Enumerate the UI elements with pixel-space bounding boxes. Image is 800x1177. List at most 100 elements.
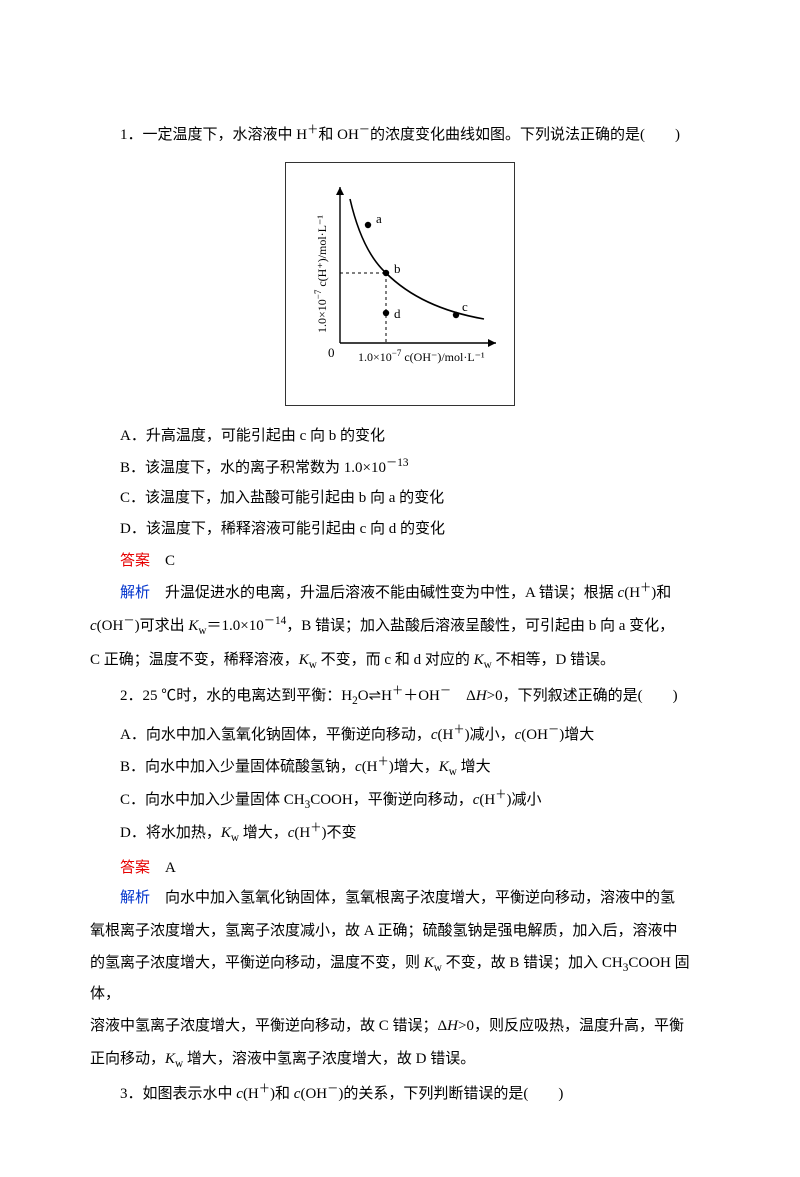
text: 溶液中氢离子浓度增大，平衡逆向移动，故 C 错误；Δ	[90, 1018, 447, 1034]
q3-stem: 3．如图表示水中 c(H＋)和 c(OH－)的关系，下列判断错误的是( )	[90, 1079, 710, 1109]
text: c	[236, 1086, 243, 1102]
q2-optC: C．向水中加入少量固体 CH3COOH，平衡逆向移动，c(H＋)减小	[90, 785, 710, 816]
sup: ＋	[392, 685, 403, 697]
text: C．向水中加入少量固体 CH	[120, 792, 305, 808]
q1-answer: 答案 C	[90, 547, 710, 576]
chart-svg: a b c d 0 1.0×10−7 c(OH⁻)/mol·L⁻¹ 1.0×10…	[286, 163, 514, 395]
text: )可求出	[135, 618, 189, 634]
text: 不变，而 c 和 d 对应的	[317, 652, 474, 668]
answer-label: 答案	[120, 860, 150, 876]
y-tick-label: 1.0×10−7 c(H⁺)/mol·L⁻¹	[313, 214, 329, 332]
text: c	[355, 759, 362, 775]
text: 和 OH	[318, 127, 358, 143]
q2-optD: D．将水加热，Kw 增大，c(H＋)不变	[90, 818, 710, 849]
text: H	[476, 688, 487, 704]
sub: w	[449, 766, 457, 778]
sup: －	[327, 1083, 338, 1095]
text: )增大	[559, 727, 594, 743]
sup: ＋	[259, 1083, 270, 1095]
text: 不变，故 B 错误；加入 CH	[442, 955, 623, 971]
explain-label: 解析	[120, 890, 150, 906]
y-arrow	[336, 187, 344, 195]
q2-exp-l5: 正向移动，Kw 增大，溶液中氢离子浓度增大，故 D 错误。	[90, 1045, 710, 1075]
answer-label: 答案	[120, 553, 150, 569]
x-tick-label: 1.0×10−7 c(OH⁻)/mol·L⁻¹	[358, 348, 485, 364]
lbl-a: a	[376, 211, 382, 226]
sup: －13	[386, 457, 409, 469]
sub: w	[434, 962, 442, 974]
q2-stem: 2．25 ℃时，水的电离达到平衡：H2O⇌H＋＋OH－ ΔH>0，下列叙述正确的…	[90, 681, 710, 712]
text: )减小，	[465, 727, 515, 743]
sup: －	[548, 724, 559, 736]
text: (OH	[521, 727, 548, 743]
text: K	[188, 618, 198, 634]
sup: －	[359, 124, 370, 136]
sup: －14	[264, 615, 287, 627]
text: K	[439, 759, 449, 775]
text: 2．25 ℃时，水的电离达到平衡：H	[120, 688, 352, 704]
text: c	[431, 727, 438, 743]
sup: ＋	[640, 582, 651, 594]
text: K	[299, 652, 309, 668]
text: H	[447, 1018, 458, 1034]
text: )和	[270, 1086, 294, 1102]
sub: w	[309, 659, 317, 671]
text: (OH	[97, 618, 124, 634]
q1-optB: B．该温度下，水的离子积常数为 1.0×10－13	[90, 453, 710, 483]
text: 增大，	[239, 825, 288, 841]
sup: ＋	[495, 789, 506, 801]
text: (H	[294, 825, 310, 841]
q2-exp-l2: 氧根离子浓度增大，氢离子浓度减小，故 A 正确；硫酸氢钠是强电解质，加入后，溶液…	[90, 917, 710, 946]
q1-explain-l1: 解析 升温促进水的电离，升温后溶液不能由碱性变为中性，A 错误；根据 c(H＋)…	[90, 578, 710, 608]
pt-b	[383, 269, 389, 275]
text: 1．一定温度下，水溶液中 H	[120, 127, 307, 143]
q2-answer: 答案 A	[90, 854, 710, 883]
text: (OH	[300, 1086, 327, 1102]
text: B．该温度下，水的离子积常数为 1.0×10	[120, 460, 386, 476]
text: 向水中加入氢氧化钠固体，氢氧根离子浓度增大，平衡逆向移动，溶液中的氢	[150, 890, 675, 906]
text: C 正确；温度不变，稀释溶液，	[90, 652, 299, 668]
text: ，B 错误；加入盐酸后溶液呈酸性，可引起由 b 向 a 变化，	[286, 618, 674, 634]
text: (H	[362, 759, 378, 775]
q2-exp-l3: 的氢离子浓度增大，平衡逆向移动，温度不变，则 Kw 不变，故 B 错误；加入 C…	[90, 949, 710, 1008]
sup: ＋	[453, 724, 464, 736]
text: O⇌H	[358, 688, 392, 704]
text: K	[424, 955, 434, 971]
sub: w	[231, 832, 239, 844]
lbl-b: b	[394, 261, 401, 276]
q1-stem: 1．一定温度下，水溶液中 H＋和 OH－的浓度变化曲线如图。下列说法正确的是( …	[90, 120, 710, 150]
lbl-c: c	[462, 299, 468, 314]
text: 的浓度变化曲线如图。下列说法正确的是( )	[370, 127, 680, 143]
text: >0，则反应吸热，温度升高，平衡	[458, 1018, 684, 1034]
text: D．将水加热，	[120, 825, 221, 841]
text: 不相等，D 错误。	[492, 652, 615, 668]
answer-val: C	[165, 553, 175, 569]
text: )和	[651, 585, 671, 601]
q1-optC: C．该温度下，加入盐酸可能引起由 b 向 a 的变化	[90, 484, 710, 513]
text: Δ	[451, 688, 476, 704]
q1-optA: A．升高温度，可能引起由 c 向 b 的变化	[90, 422, 710, 451]
text: (H	[243, 1086, 259, 1102]
text: )增大，	[389, 759, 439, 775]
text: A．向水中加入氢氧化钠固体，平衡逆向移动，	[120, 727, 431, 743]
q1-optD: D．该温度下，稀释溶液可能引起由 c 向 d 的变化	[90, 515, 710, 544]
pt-d	[383, 309, 389, 315]
text: K	[221, 825, 231, 841]
chart-wrapper: a b c d 0 1.0×10−7 c(OH⁻)/mol·L⁻¹ 1.0×10…	[90, 162, 710, 407]
answer-val: A	[165, 860, 176, 876]
text: )减小	[507, 792, 542, 808]
text: 增大	[457, 759, 491, 775]
text: 的氢离子浓度增大，平衡逆向移动，温度不变，则	[90, 955, 424, 971]
q1-explain-l3: C 正确；温度不变，稀释溶液，Kw 不变，而 c 和 d 对应的 Kw 不相等，…	[90, 646, 710, 676]
origin-label: 0	[328, 345, 335, 360]
sup: ＋	[378, 756, 389, 768]
pt-c	[453, 311, 459, 317]
sup: ＋	[307, 124, 318, 136]
text: B．向水中加入少量固体硫酸氢钠，	[120, 759, 355, 775]
lbl-d: d	[394, 306, 401, 321]
x-arrow	[488, 339, 496, 347]
text: 增大，溶液中氢离子浓度增大，故 D 错误。	[183, 1051, 475, 1067]
q2-optA: A．向水中加入氢氧化钠固体，平衡逆向移动，c(H＋)减小，c(OH－)增大	[90, 720, 710, 750]
sup: －	[123, 615, 134, 627]
sub: w	[198, 625, 206, 637]
